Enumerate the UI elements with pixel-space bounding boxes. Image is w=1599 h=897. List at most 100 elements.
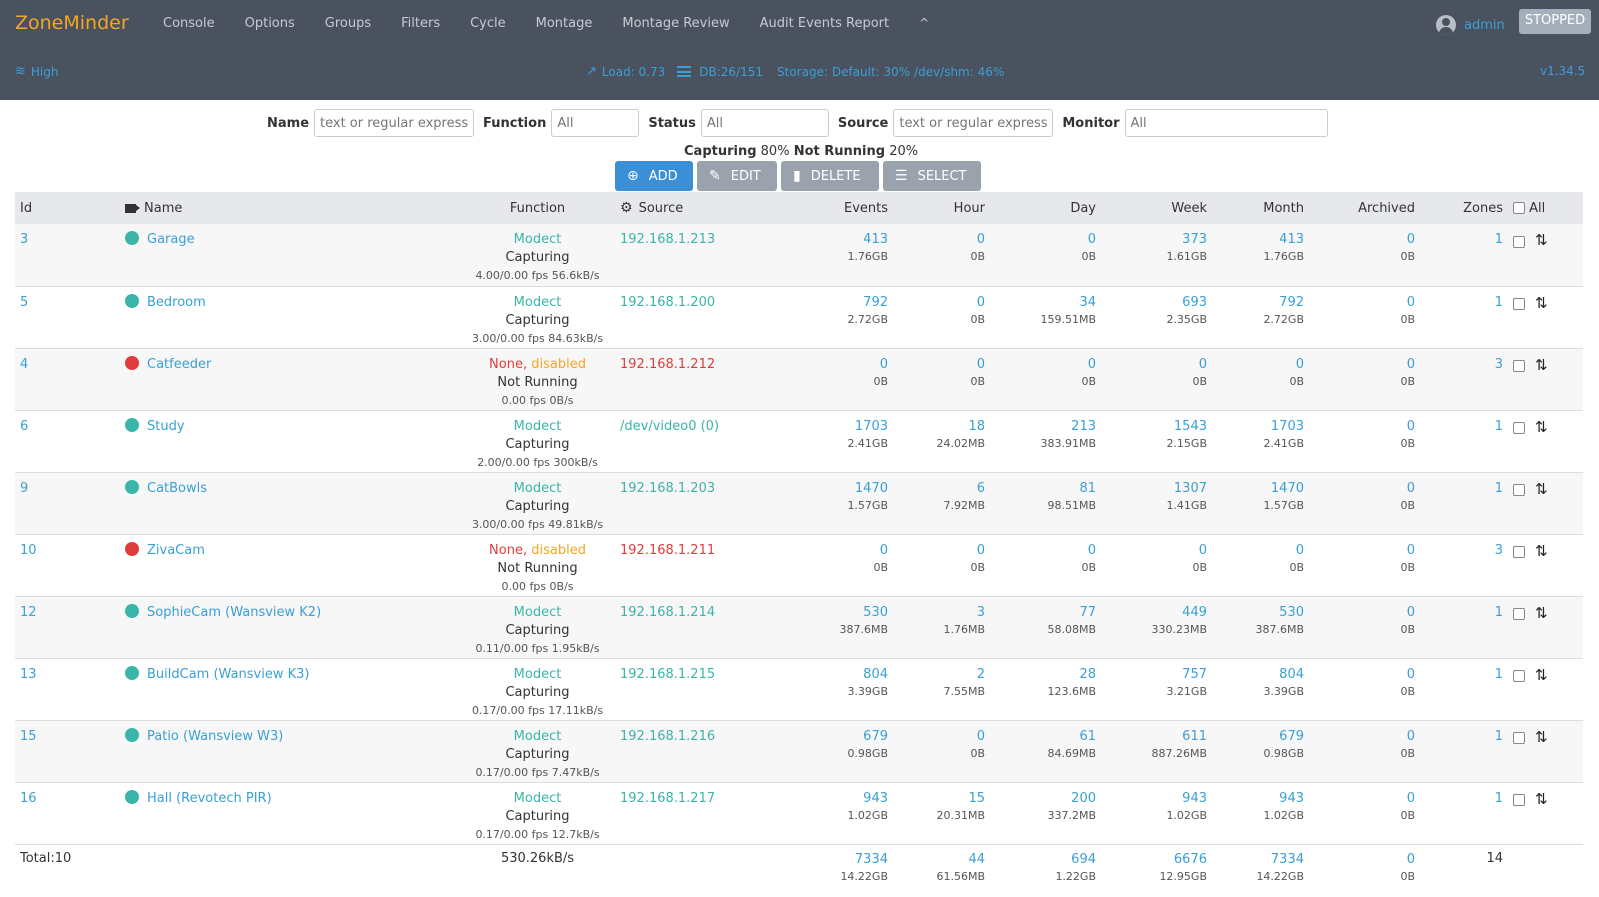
select-all-checkbox[interactable] <box>1513 202 1525 214</box>
row-select-checkbox[interactable] <box>1513 608 1525 620</box>
hour-count[interactable]: 15 <box>968 790 985 806</box>
hour-count[interactable]: 0 <box>976 294 985 310</box>
col-month[interactable]: Month <box>1263 200 1304 216</box>
reorder-arrows-icon[interactable]: ⇅ <box>1535 789 1548 808</box>
row-select-checkbox[interactable] <box>1513 794 1525 806</box>
monitor-source[interactable]: 192.168.1.215 <box>620 666 716 682</box>
monitor-disabled[interactable]: disabled <box>531 356 586 372</box>
day-count[interactable]: 0 <box>1087 542 1096 558</box>
events-count[interactable]: 679 <box>863 728 888 744</box>
week-count[interactable]: 693 <box>1182 294 1207 310</box>
monitor-function[interactable]: Modect <box>513 294 562 310</box>
zones-count[interactable]: 1 <box>1494 232 1503 247</box>
version-label[interactable]: v1.34.5 <box>1540 64 1586 78</box>
day-count[interactable]: 200 <box>1071 790 1096 806</box>
col-day[interactable]: Day <box>1070 200 1096 216</box>
monitor-function[interactable]: Modect <box>513 480 562 496</box>
hour-count[interactable]: 2 <box>976 666 985 682</box>
monitor-source[interactable]: 192.168.1.216 <box>620 728 716 744</box>
archived-count[interactable]: 0 <box>1406 294 1415 310</box>
edit-button[interactable]: ✎ EDIT <box>697 161 777 191</box>
hour-count[interactable]: 18 <box>968 418 985 434</box>
reorder-arrows-icon[interactable]: ⇅ <box>1535 541 1548 560</box>
total-archived[interactable]: 0 <box>1406 851 1415 867</box>
monitor-id[interactable]: 16 <box>20 790 37 806</box>
zones-count[interactable]: 3 <box>1494 356 1503 372</box>
col-function[interactable]: Function <box>509 200 566 216</box>
week-count[interactable]: 0 <box>1198 356 1207 372</box>
month-count[interactable]: 804 <box>1279 666 1304 682</box>
nav-console[interactable]: Console <box>163 16 215 31</box>
monitor-source[interactable]: 192.168.1.217 <box>620 790 716 806</box>
zones-count[interactable]: 1 <box>1494 728 1503 744</box>
zones-count[interactable]: 1 <box>1494 480 1503 496</box>
monitor-name[interactable]: CatBowls <box>147 480 208 496</box>
day-count[interactable]: 0 <box>1087 232 1096 247</box>
reorder-arrows-icon[interactable]: ⇅ <box>1535 603 1548 622</box>
monitor-name[interactable]: Study <box>147 418 185 434</box>
reorder-arrows-icon[interactable]: ⇅ <box>1535 479 1548 498</box>
archived-count[interactable]: 0 <box>1406 418 1415 434</box>
monitor-name[interactable]: ZivaCam <box>147 542 205 558</box>
col-name[interactable]: Name <box>120 192 460 224</box>
events-count[interactable]: 792 <box>863 294 888 310</box>
week-count[interactable]: 373 <box>1182 232 1207 247</box>
collapse-caret-icon[interactable]: ^ <box>919 16 930 30</box>
col-id[interactable]: Id <box>20 200 33 216</box>
zones-count[interactable]: 1 <box>1494 294 1503 310</box>
nav-montage[interactable]: Montage <box>535 16 593 31</box>
monitor-function[interactable]: Modect <box>513 666 562 682</box>
username[interactable]: admin <box>1464 17 1505 33</box>
day-count[interactable]: 77 <box>1079 604 1096 620</box>
monitor-function[interactable]: Modect <box>513 418 562 434</box>
week-count[interactable]: 1307 <box>1173 480 1207 496</box>
brand-logo[interactable]: ZoneMinder <box>15 12 129 34</box>
col-week[interactable]: Week <box>1171 200 1207 216</box>
day-count[interactable]: 213 <box>1071 418 1096 434</box>
col-events[interactable]: Events <box>843 200 888 216</box>
row-select-checkbox[interactable] <box>1513 422 1525 434</box>
events-count[interactable]: 943 <box>863 790 888 806</box>
source-filter-input[interactable] <box>893 109 1054 137</box>
monitor-name[interactable]: Catfeeder <box>147 356 212 372</box>
month-count[interactable]: 530 <box>1279 604 1304 620</box>
col-source[interactable]: ⚙ Source <box>615 192 755 224</box>
delete-button[interactable]: ▮ DELETE <box>781 161 879 191</box>
monitor-id[interactable]: 5 <box>20 294 29 310</box>
nav-filters[interactable]: Filters <box>401 16 441 31</box>
month-count[interactable]: 413 <box>1279 232 1304 247</box>
monitor-id[interactable]: 10 <box>20 542 37 558</box>
total-week[interactable]: 6676 <box>1173 851 1207 867</box>
nav-options[interactable]: Options <box>244 16 295 31</box>
status-filter-select[interactable] <box>700 109 829 137</box>
week-count[interactable]: 1543 <box>1173 418 1207 434</box>
day-count[interactable]: 34 <box>1079 294 1096 310</box>
reorder-arrows-icon[interactable]: ⇅ <box>1535 665 1548 684</box>
day-count[interactable]: 28 <box>1079 666 1096 682</box>
day-count[interactable]: 81 <box>1079 480 1096 496</box>
events-count[interactable]: 413 <box>863 232 888 247</box>
archived-count[interactable]: 0 <box>1406 542 1415 558</box>
week-count[interactable]: 943 <box>1182 790 1207 806</box>
monitor-name[interactable]: Garage <box>147 232 195 247</box>
monitor-function[interactable]: Modect <box>513 232 562 247</box>
hour-count[interactable]: 0 <box>976 728 985 744</box>
monitor-source[interactable]: 192.168.1.211 <box>620 542 716 558</box>
events-count[interactable]: 0 <box>879 542 888 558</box>
name-filter-input[interactable] <box>314 109 475 137</box>
month-count[interactable]: 0 <box>1295 542 1304 558</box>
monitor-function[interactable]: Modect <box>513 604 562 620</box>
total-month[interactable]: 7334 <box>1270 851 1304 867</box>
monitor-id[interactable]: 6 <box>20 418 29 434</box>
reorder-arrows-icon[interactable]: ⇅ <box>1535 355 1548 374</box>
hour-count[interactable]: 0 <box>976 232 985 247</box>
archived-count[interactable]: 0 <box>1406 666 1415 682</box>
week-count[interactable]: 0 <box>1198 542 1207 558</box>
add-button[interactable]: ⊕ ADD <box>615 161 693 191</box>
monitor-filter-select[interactable] <box>1124 109 1328 137</box>
row-select-checkbox[interactable] <box>1513 484 1525 496</box>
nav-groups[interactable]: Groups <box>324 16 372 31</box>
zones-count[interactable]: 1 <box>1494 418 1503 434</box>
monitor-source[interactable]: 192.168.1.200 <box>620 294 716 310</box>
reorder-arrows-icon[interactable]: ⇅ <box>1535 231 1548 249</box>
